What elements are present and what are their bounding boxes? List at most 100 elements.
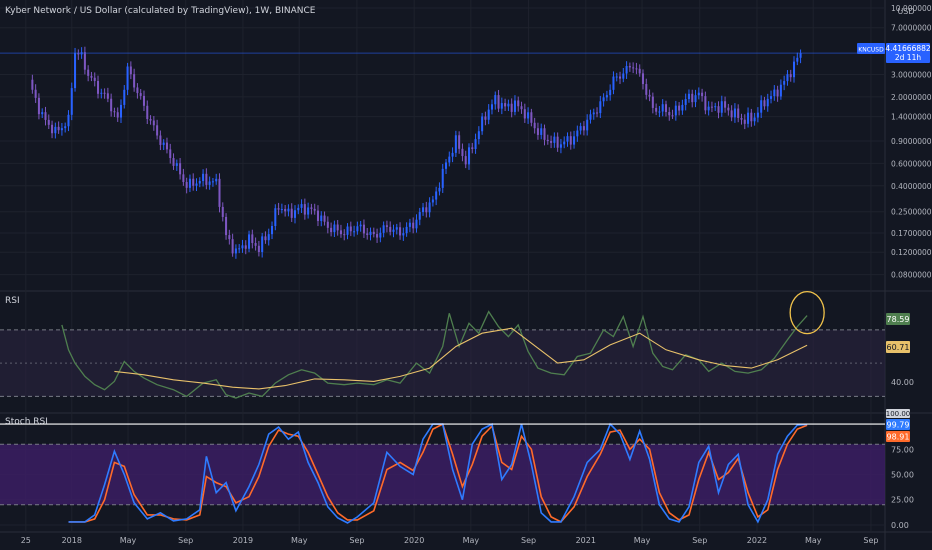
candle-body[interactable] [293, 210, 297, 218]
candle-body[interactable] [484, 116, 487, 120]
candle-body[interactable] [569, 136, 572, 145]
candle-body[interactable] [799, 53, 802, 58]
stoch-d-line[interactable] [68, 422, 808, 523]
candle-body[interactable] [215, 178, 218, 182]
candle-body[interactable] [724, 101, 727, 108]
candle-body[interactable] [563, 141, 566, 145]
candle-body[interactable] [422, 207, 425, 213]
stoch-axis[interactable]: 75.00 50.00 25.00 0.00 [891, 445, 914, 530]
candle-body[interactable] [116, 112, 119, 118]
candle-body[interactable] [152, 120, 155, 126]
candle-body[interactable] [523, 109, 526, 119]
candle-body[interactable] [645, 84, 648, 95]
candle-body[interactable] [658, 111, 661, 113]
candle-body[interactable] [110, 98, 113, 112]
candle-body[interactable] [750, 112, 753, 122]
candle-body[interactable] [372, 231, 375, 235]
rsi-ma-line[interactable] [114, 327, 808, 390]
candle-body[interactable] [297, 207, 300, 211]
candle-body[interactable] [770, 96, 773, 99]
candle-body[interactable] [487, 109, 490, 120]
candle-body[interactable] [64, 126, 67, 129]
candle-body[interactable] [510, 103, 513, 112]
candle-body[interactable] [234, 248, 237, 254]
candle-body[interactable] [310, 207, 313, 209]
candle-body[interactable] [205, 173, 208, 185]
candle-body[interactable] [231, 239, 234, 254]
candle-body[interactable] [500, 103, 503, 109]
candle-body[interactable] [536, 128, 539, 135]
candle-body[interactable] [461, 148, 464, 157]
candle-body[interactable] [264, 236, 267, 241]
candle-body[interactable] [586, 119, 589, 131]
candle-body[interactable] [494, 95, 497, 105]
candle-body[interactable] [438, 187, 441, 192]
candle-body[interactable] [330, 227, 333, 233]
candle-body[interactable] [592, 112, 595, 115]
candle-body[interactable] [37, 97, 40, 115]
candle-body[interactable] [208, 181, 211, 185]
candle-body[interactable] [697, 92, 700, 96]
candle-body[interactable] [694, 95, 697, 103]
candle-body[interactable] [51, 124, 54, 134]
candle-body[interactable] [320, 215, 323, 222]
candle-body[interactable] [753, 117, 756, 122]
candle-body[interactable] [763, 100, 766, 107]
candle-body[interactable] [382, 225, 385, 233]
candle-body[interactable] [165, 142, 168, 150]
candle-body[interactable] [727, 107, 730, 111]
candle-body[interactable] [648, 94, 651, 97]
candle-body[interactable] [418, 212, 421, 220]
candle-body[interactable] [481, 116, 484, 132]
candle-body[interactable] [760, 100, 763, 113]
time-axis[interactable]: 25 2018 May Sep 2019 May Sep 2020 May Sep 2021 May S… [21, 536, 879, 545]
candle-body[interactable] [756, 112, 759, 118]
candlestick-series[interactable] [31, 46, 802, 259]
candle-body[interactable] [740, 117, 743, 120]
candle-body[interactable] [464, 156, 467, 165]
candle-body[interactable] [596, 112, 599, 114]
candle-body[interactable] [681, 104, 684, 111]
candle-body[interactable] [441, 168, 444, 188]
candle-body[interactable] [517, 100, 520, 107]
candle-body[interactable] [162, 142, 165, 145]
candle-body[interactable] [188, 178, 191, 188]
candle-body[interactable] [559, 144, 562, 148]
rsi-line[interactable] [61, 310, 808, 399]
candle-body[interactable] [284, 209, 287, 212]
candle-body[interactable] [362, 224, 365, 234]
candle-body[interactable] [307, 207, 310, 215]
candle-body[interactable] [277, 208, 280, 210]
candle-body[interactable] [783, 81, 786, 85]
candle-body[interactable] [402, 233, 405, 236]
candle-body[interactable] [113, 111, 116, 113]
candle-body[interactable] [175, 163, 178, 166]
candle-body[interactable] [228, 235, 231, 240]
candle-body[interactable] [714, 106, 717, 108]
candle-body[interactable] [106, 93, 109, 99]
candle-body[interactable] [119, 104, 123, 118]
candle-body[interactable] [218, 178, 221, 207]
candle-body[interactable] [353, 231, 356, 233]
candle-body[interactable] [379, 232, 382, 238]
candle-body[interactable] [625, 66, 628, 74]
candle-body[interactable] [671, 115, 674, 117]
candle-body[interactable] [546, 139, 549, 142]
candle-body[interactable] [628, 66, 631, 68]
candle-body[interactable] [93, 77, 96, 81]
candle-body[interactable] [41, 112, 44, 115]
candle-body[interactable] [316, 210, 319, 222]
candle-body[interactable] [730, 110, 733, 118]
candle-body[interactable] [339, 230, 342, 235]
candle-body[interactable] [47, 119, 50, 125]
candle-body[interactable] [74, 52, 77, 89]
candle-body[interactable] [408, 222, 411, 227]
candle-body[interactable] [179, 163, 182, 175]
candle-body[interactable] [31, 79, 34, 90]
candle-body[interactable] [792, 61, 796, 78]
candle-body[interactable] [615, 76, 618, 78]
candle-body[interactable] [632, 67, 635, 69]
candle-body[interactable] [241, 245, 244, 249]
candle-body[interactable] [458, 135, 461, 149]
candle-body[interactable] [720, 101, 723, 113]
